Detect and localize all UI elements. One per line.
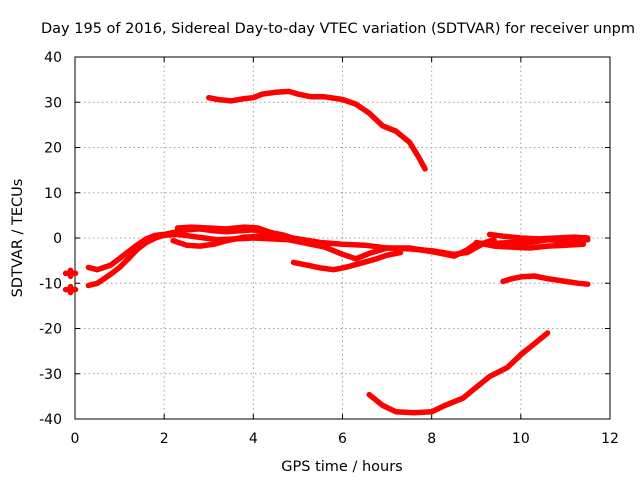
series-11-point [62, 267, 79, 280]
x-tick-label: 10 [512, 431, 530, 447]
series-8-line [473, 239, 587, 251]
x-tick-label: 2 [160, 431, 169, 447]
y-tick-label: -10 [39, 276, 62, 292]
y-tick-labels: -40 -30 -20 -10 0 10 20 30 40 [39, 50, 62, 428]
y-tick-label: -30 [39, 367, 62, 383]
series-6-line [170, 233, 283, 249]
y-tick-label: 0 [53, 231, 62, 247]
series-12-point [62, 283, 79, 296]
x-tick-labels: 0 2 4 6 8 10 12 [71, 431, 619, 447]
series-9-line [500, 273, 591, 287]
y-tick-label: -20 [39, 322, 62, 338]
series-1-line [206, 88, 428, 172]
y-tick-label: -40 [39, 412, 62, 428]
series-4-line [290, 249, 404, 273]
series-7-line [486, 231, 591, 242]
x-tick-label: 8 [427, 431, 436, 447]
axis-ticks [74, 56, 611, 420]
y-tick-label: 30 [44, 95, 62, 111]
x-tick-label: 0 [71, 431, 80, 447]
y-tick-label: 20 [44, 141, 62, 157]
series-group [62, 88, 591, 416]
y-tick-label: 10 [44, 186, 62, 202]
chart-title: Day 195 of 2016, Sidereal Day-to-day VTE… [41, 21, 635, 37]
y-tick-label: 40 [44, 50, 62, 66]
x-axis-label: GPS time / hours [281, 459, 402, 475]
y-axis-label: SDTVAR / TECUs [10, 179, 26, 298]
series-10-line [366, 330, 551, 416]
x-tick-label: 4 [249, 431, 258, 447]
x-tick-label: 6 [338, 431, 347, 447]
x-tick-label: 12 [601, 431, 619, 447]
